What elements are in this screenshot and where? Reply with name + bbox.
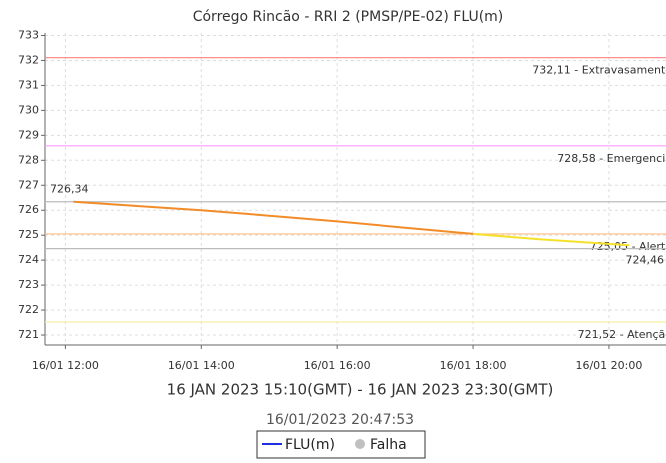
y-tick-label: 732	[18, 53, 39, 66]
x-tick-label: 16/01 20:00	[575, 359, 642, 372]
y-tick-label: 727	[18, 178, 39, 191]
y-tick-label: 724	[18, 253, 39, 266]
y-tick-label: 728	[18, 153, 39, 166]
extreme-label: 726,34	[50, 183, 89, 196]
y-tick-label: 722	[18, 303, 39, 316]
threshold-label: 721,52 - Atenção	[578, 328, 666, 341]
x-tick-label: 16/01 18:00	[440, 359, 507, 372]
legend-label: FLU(m)	[285, 437, 335, 453]
y-tick-label: 723	[18, 278, 39, 291]
timestamp: 16/01/2023 20:47:53	[266, 412, 414, 428]
x-tick-label: 16/01 16:00	[304, 359, 371, 372]
y-tick-label: 725	[18, 228, 39, 241]
legend-box	[256, 430, 426, 459]
x-axis-label: 16 JAN 2023 15:10(GMT) - 16 JAN 2023 23:…	[167, 381, 554, 399]
legend-label: Falha	[370, 437, 407, 453]
extreme-label: 724,46	[626, 254, 665, 267]
x-tick-label: 16/01 14:00	[168, 359, 235, 372]
threshold-label: 725,05 - Alerta	[590, 240, 666, 253]
y-tick-label: 731	[18, 78, 39, 91]
data-line	[472, 232, 630, 247]
threshold-label: 728,58 - Emergencia	[557, 152, 666, 165]
y-tick-label: 729	[18, 128, 39, 141]
y-tick-label: 721	[18, 328, 39, 341]
data-line	[73, 200, 474, 235]
y-tick-label: 726	[18, 203, 39, 216]
threshold-label: 732,11 - Extravasamento	[532, 64, 666, 77]
y-tick-label: 733	[18, 28, 39, 41]
y-tick-label: 730	[18, 103, 39, 116]
legend-swatch	[355, 439, 365, 449]
chart-title: Córrego Rincão - RRI 2 (PMSP/PE-02) FLU(…	[193, 9, 504, 25]
x-tick-label: 16/01 12:00	[32, 359, 99, 372]
